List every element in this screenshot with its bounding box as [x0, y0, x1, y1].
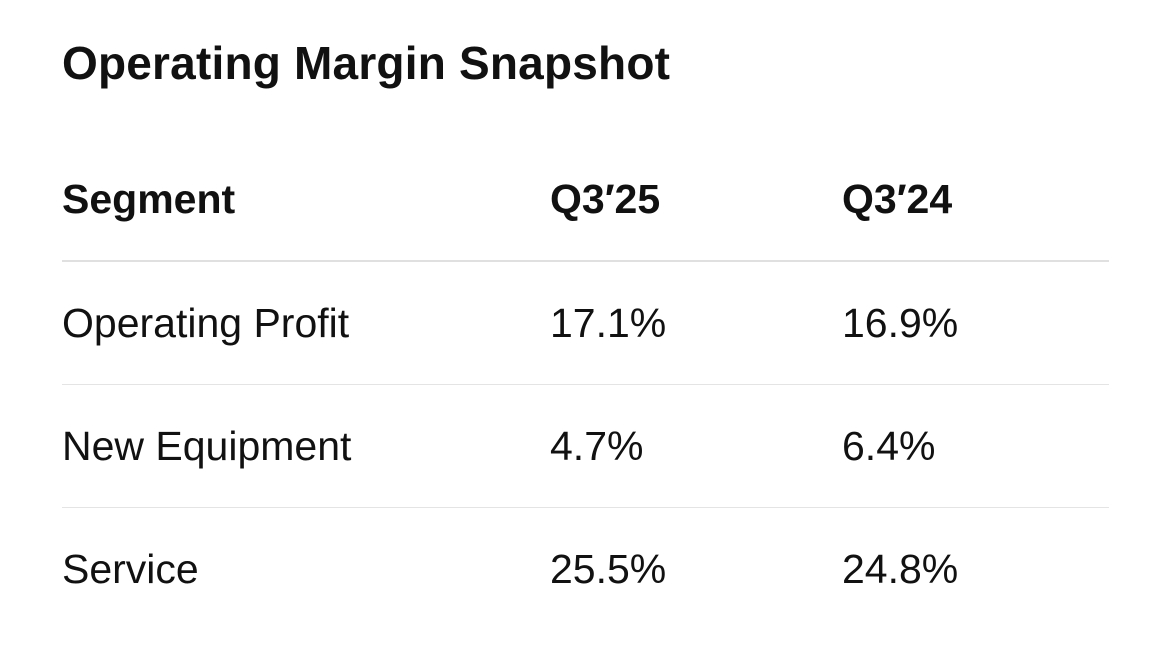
margin-table: Segment Q3′25 Q3′24 Operating Profit 17.… — [62, 138, 1109, 630]
page-title: Operating Margin Snapshot — [62, 37, 671, 89]
header-q3-24: Q3′24 — [842, 138, 1109, 262]
segment-cell: New Equipment — [62, 384, 550, 508]
q3-25-cell: 4.7% — [550, 384, 842, 508]
segment-cell: Operating Profit — [62, 261, 550, 385]
q3-25-cell: 17.1% — [550, 261, 842, 385]
table-row: Operating Profit 17.1% 16.9% — [62, 261, 1109, 385]
q3-24-cell: 24.8% — [842, 545, 959, 592]
segment-cell: Service — [62, 545, 199, 592]
header-segment: Segment — [62, 138, 550, 262]
q3-24-cell: 6.4% — [842, 384, 1109, 508]
table-row: New Equipment 4.7% 6.4% — [62, 384, 1109, 508]
table-header-row: Segment Q3′25 Q3′24 — [62, 138, 1109, 262]
table-row: Service 25.5% 24.8% — [62, 508, 1109, 631]
header-q3-25: Q3′25 — [550, 138, 842, 262]
q3-24-cell: 16.9% — [842, 261, 1109, 385]
q3-25-cell: 25.5% — [550, 545, 667, 592]
